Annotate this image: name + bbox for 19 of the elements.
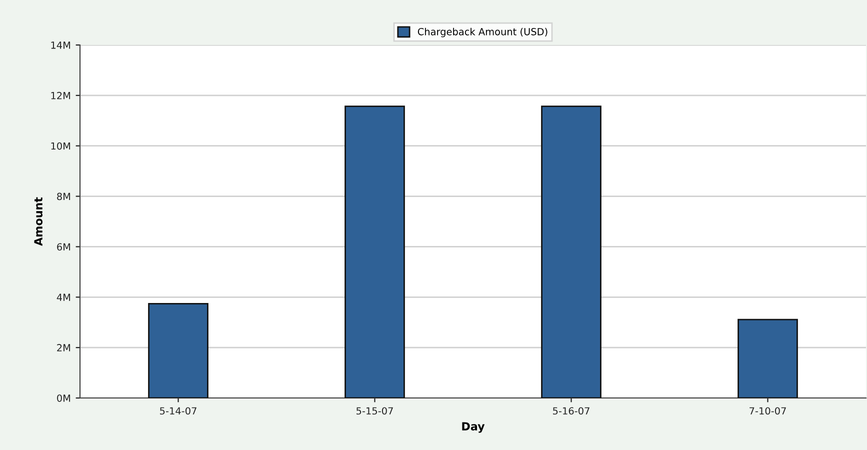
y-tick-label: 2M bbox=[57, 344, 70, 352]
y-tick-label: 6M bbox=[57, 243, 70, 251]
x-tick-label: 5-15-07 bbox=[356, 407, 393, 415]
y-axis-title: Amount bbox=[34, 197, 43, 246]
bar bbox=[738, 318, 798, 398]
y-tick-label: 8M bbox=[57, 192, 70, 200]
y-tick-label: 14M bbox=[51, 42, 70, 49]
y-tick-label: 4M bbox=[56, 294, 70, 301]
x-tick-label: 5-14-07 bbox=[160, 407, 196, 415]
x-tick-label: 7-10-07 bbox=[750, 407, 786, 415]
x-axis-title: Day bbox=[462, 422, 485, 433]
y-tick-label: 0M bbox=[57, 394, 70, 402]
bar bbox=[541, 106, 602, 398]
x-tick-label: 5-16-07 bbox=[553, 407, 590, 415]
y-tick-label: 10M bbox=[51, 142, 70, 150]
bar bbox=[344, 106, 405, 398]
bar bbox=[148, 303, 208, 398]
y-tick-label: 12M bbox=[51, 92, 70, 100]
legend-label: Chargeback Amount (USD) bbox=[418, 28, 548, 38]
